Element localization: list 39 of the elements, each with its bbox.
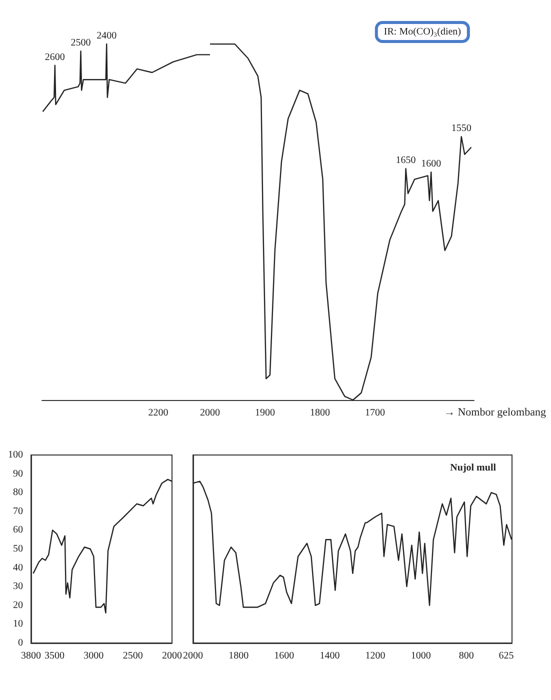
x-tick-label: 1600: [274, 650, 294, 662]
x-tick-label: 2200: [148, 408, 168, 418]
x-tick-label: 2000: [183, 650, 203, 662]
x-axis-title: → Nombor gelombang: [444, 406, 546, 418]
annotation: 1600: [421, 158, 442, 170]
x-tick-label: 1800: [228, 650, 249, 662]
annotation: 1650: [396, 155, 416, 166]
y-tick-label: 0: [18, 638, 23, 648]
y-tick-label: 100: [8, 450, 23, 460]
x-tick-label: 625: [498, 650, 514, 662]
annotation: 2500: [70, 38, 91, 49]
x-tick-label: 1800: [310, 408, 330, 418]
y-tick-label: 50: [13, 544, 23, 554]
x-tick-label: 1200: [365, 650, 386, 662]
y-tick-label: 90: [13, 468, 23, 480]
x-tick-label: 2500: [122, 650, 143, 662]
annotation: 1550: [451, 123, 472, 134]
annotation: 2400: [96, 30, 117, 42]
x-tick-label: 1700: [365, 408, 385, 418]
y-tick-label: 80: [13, 487, 23, 498]
x-tick-label: 1400: [320, 650, 340, 662]
x-tick-label: 1900: [255, 408, 275, 418]
x-tick-label: 2000: [162, 650, 182, 662]
x-tick-label: 3500: [44, 650, 64, 662]
y-tick-label: 60: [13, 524, 23, 536]
y-tick-label: 20: [13, 600, 23, 611]
y-tick-label: 30: [13, 581, 23, 592]
annotation: 2600: [44, 52, 65, 63]
line-series: [32, 478, 173, 614]
chart-title: IR: Mo(CO)₃(dien): [384, 26, 462, 38]
y-tick-label: 10: [13, 618, 23, 630]
x-tick-label: 3800: [21, 650, 41, 662]
x-tick-label: 3000: [84, 650, 104, 662]
y-tick-label: 70: [13, 506, 23, 517]
annotation: Nujol mull: [450, 462, 496, 474]
x-tick-label: 800: [458, 650, 474, 662]
x-tick-label: 1000: [410, 650, 431, 662]
y-tick-label: 40: [13, 562, 23, 574]
x-tick-label: 2000: [200, 408, 220, 418]
